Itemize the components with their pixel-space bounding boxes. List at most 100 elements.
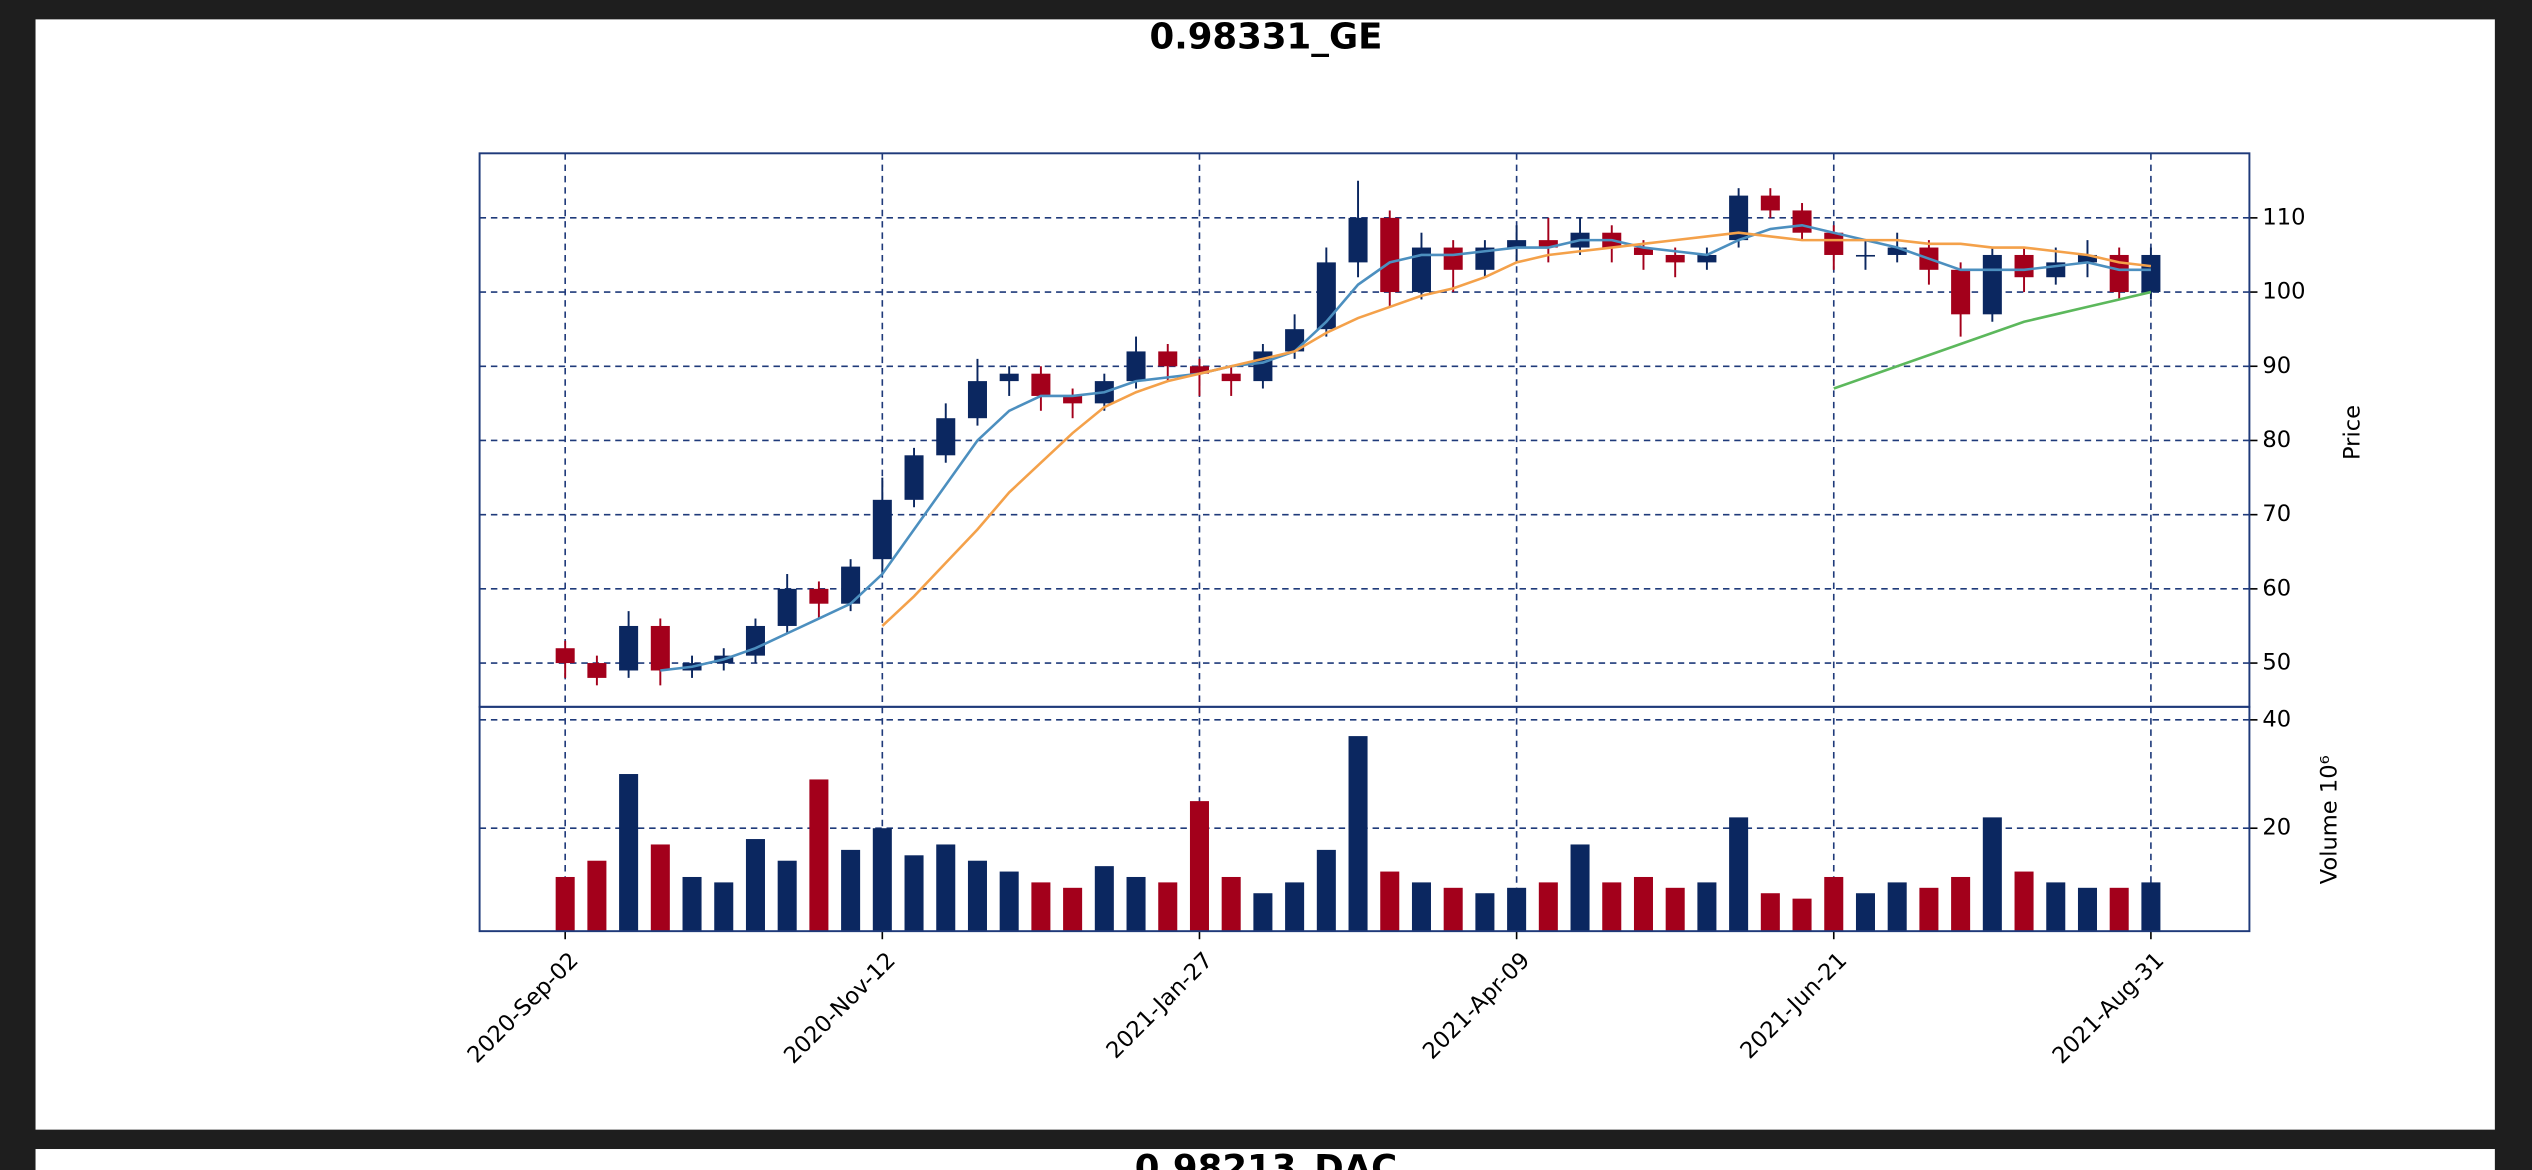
y-tick-label: 90 [2262,353,2291,379]
candle-body [1729,195,1749,241]
candle-body [1824,232,1844,255]
candle-body [745,625,765,656]
candle-body [1633,247,1653,255]
volume-bar [1507,887,1527,932]
y2-tick-label: 40 [2262,706,2291,732]
volume-bar [1380,871,1400,932]
candle-body [1792,210,1812,233]
candle-body [1443,247,1463,270]
candle-body [2014,254,2034,278]
y-tick-label: 50 [2262,650,2291,676]
candle-body [1221,373,1241,382]
volume-bar [1887,882,1907,932]
volume-bar [1475,893,1495,932]
y2-axis-label: Volume 10⁶ [2317,755,2343,884]
candle-body [1697,254,1717,263]
volume-bar [587,860,607,932]
volume-bar [1443,887,1463,932]
candle-body [619,625,639,671]
volume-bar [841,849,861,932]
candle-body [1158,351,1178,367]
candle-body [650,625,670,671]
volume-bar [1031,882,1051,932]
y-tick-label: 110 [2262,204,2305,230]
candle-body [1855,254,1875,257]
volume-bar [904,855,924,932]
volume-bar [1126,876,1146,932]
volume-bar [1094,866,1114,932]
figure-panel [35,19,2495,1130]
candle-body [936,418,956,456]
candle-body [841,566,861,604]
volume-bar [619,774,639,932]
candle-body [777,588,797,626]
candle-body [1348,217,1368,263]
volume-bar [1602,882,1622,932]
volume-bar [1729,817,1749,932]
candle-body [1887,247,1907,255]
candle-body [1507,240,1527,248]
volume-bar [1919,887,1939,932]
candle-body [2141,254,2161,293]
y2-tick-label: 20 [2262,815,2291,841]
chart-title: 0.98331_GE [1150,17,1383,58]
volume-bar [2141,882,2161,932]
candle-body [1665,254,1685,263]
y-axis-label: Price [2339,405,2365,460]
volume-bar [1855,893,1875,932]
volume-bar [682,876,702,932]
volume-bar [1760,893,1780,932]
next-chart-title: 0.98213_DAC [1135,1148,1398,1170]
candle-body [555,648,575,664]
volume-bar [1633,876,1653,932]
y-tick-label: 60 [2262,575,2291,601]
candle-body [2077,254,2097,263]
candle-body [904,455,924,500]
volume-bar [872,828,892,932]
candle-body [999,373,1019,382]
volume-panel-frame [478,705,2251,933]
volume-bar [1348,736,1368,932]
volume-bar [936,844,956,932]
candle-body [1063,395,1083,404]
volume-bar [1570,844,1590,932]
candle-body [1538,240,1558,248]
candle-body [1316,262,1336,330]
volume-bar [1316,849,1336,932]
candle-body [1475,247,1495,270]
candle-body [1760,195,1780,211]
moving-average-line [660,223,2151,672]
candle-body [809,588,829,604]
volume-bar [999,871,1019,932]
volume-bar [1285,882,1305,932]
y-tick-label: 100 [2262,279,2305,305]
volume-bar [1189,801,1209,932]
volume-bar [1697,882,1717,932]
candle-body [1031,373,1051,396]
next-figure-panel [35,1149,2495,1170]
candle-body [967,381,987,419]
volume-bar [650,844,670,932]
candle-body [1126,351,1146,382]
candle-body [1253,351,1273,382]
volume-bar [2046,882,2066,932]
volume-bar [1253,893,1273,932]
volume-bar [555,876,575,932]
candle-body [1189,366,1209,374]
volume-bar [1411,882,1431,932]
volume-bar [967,860,987,932]
volume-bar [1063,887,1083,932]
candle-body [1380,217,1400,293]
moving-average-line [1833,290,2152,390]
volume-bar [809,779,829,932]
y-tick-label: 80 [2262,427,2291,453]
candle-body [587,663,607,678]
volume-bar [2109,887,2129,932]
volume-bar [1982,817,2002,932]
volume-bar [1665,887,1685,932]
candle-body [1411,247,1431,293]
volume-bar [1824,876,1844,932]
volume-bar [2014,871,2034,932]
volume-bar [714,882,734,932]
